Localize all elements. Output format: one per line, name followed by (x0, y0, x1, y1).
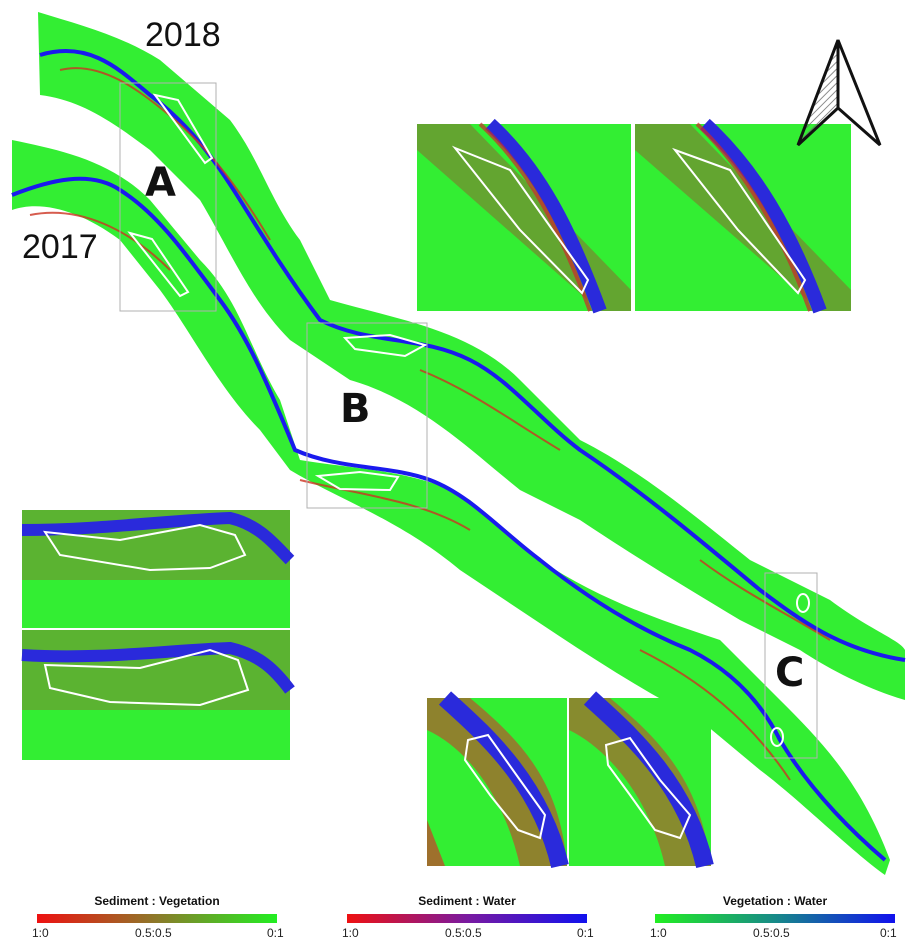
year-label-2018: 2018 (145, 16, 221, 54)
river-channel-2017 (11, 176, 887, 862)
north-arrow-icon (796, 39, 882, 147)
river-strip-2018 (38, 12, 906, 700)
legend-title: Vegetation : Water (722, 894, 828, 908)
legend-tick-max: 0:1 (577, 926, 594, 940)
legend-tick-mid: 0.5:0.5 (753, 926, 790, 940)
site-label-c: C (775, 650, 805, 696)
inset-c-2017 (569, 691, 714, 869)
legend-tick-mid: 0.5:0.5 (135, 926, 172, 940)
legend-vegetation-water: Vegetation : Water 1:0 0.5:0.5 0:1 (650, 890, 897, 944)
legend-gradient-bar (347, 914, 587, 923)
river-corridor-2017 (12, 140, 890, 875)
legend-tick-max: 0:1 (267, 926, 284, 940)
site-b-frame (306, 322, 428, 509)
site-label-a: A (145, 160, 176, 206)
legend-title: Sediment : Vegetation (94, 894, 220, 908)
site-a-frame (119, 82, 217, 312)
legend-sediment-water: Sediment : Water 1:0 0.5:0.5 0:1 (342, 890, 594, 944)
legend-tick-mid: 0.5:0.5 (445, 926, 482, 940)
legend-tick-max: 0:1 (880, 926, 897, 940)
river-corridor-2018 (38, 12, 905, 700)
legend-tick-min: 1:0 (342, 926, 359, 940)
inset-b-2017 (21, 630, 295, 760)
legend-title: Sediment : Water (418, 894, 516, 908)
inset-c-2018 (427, 691, 569, 869)
inset-b-2018 (21, 510, 295, 628)
inset-a-2017 (635, 118, 851, 314)
site-label-b: B (340, 386, 371, 432)
legend-sediment-vegetation: Sediment : Vegetation 1:0 0.5:0.5 0:1 (32, 890, 284, 944)
site-c-frame (764, 572, 818, 759)
inset-a-2018 (417, 118, 631, 314)
legend-gradient-bar (655, 914, 895, 923)
legend-tick-min: 1:0 (32, 926, 49, 940)
river-strip-2017 (11, 140, 890, 875)
legend-gradient-bar (37, 914, 277, 923)
legend-tick-min: 1:0 (650, 926, 667, 940)
year-label-2017: 2017 (22, 228, 98, 266)
